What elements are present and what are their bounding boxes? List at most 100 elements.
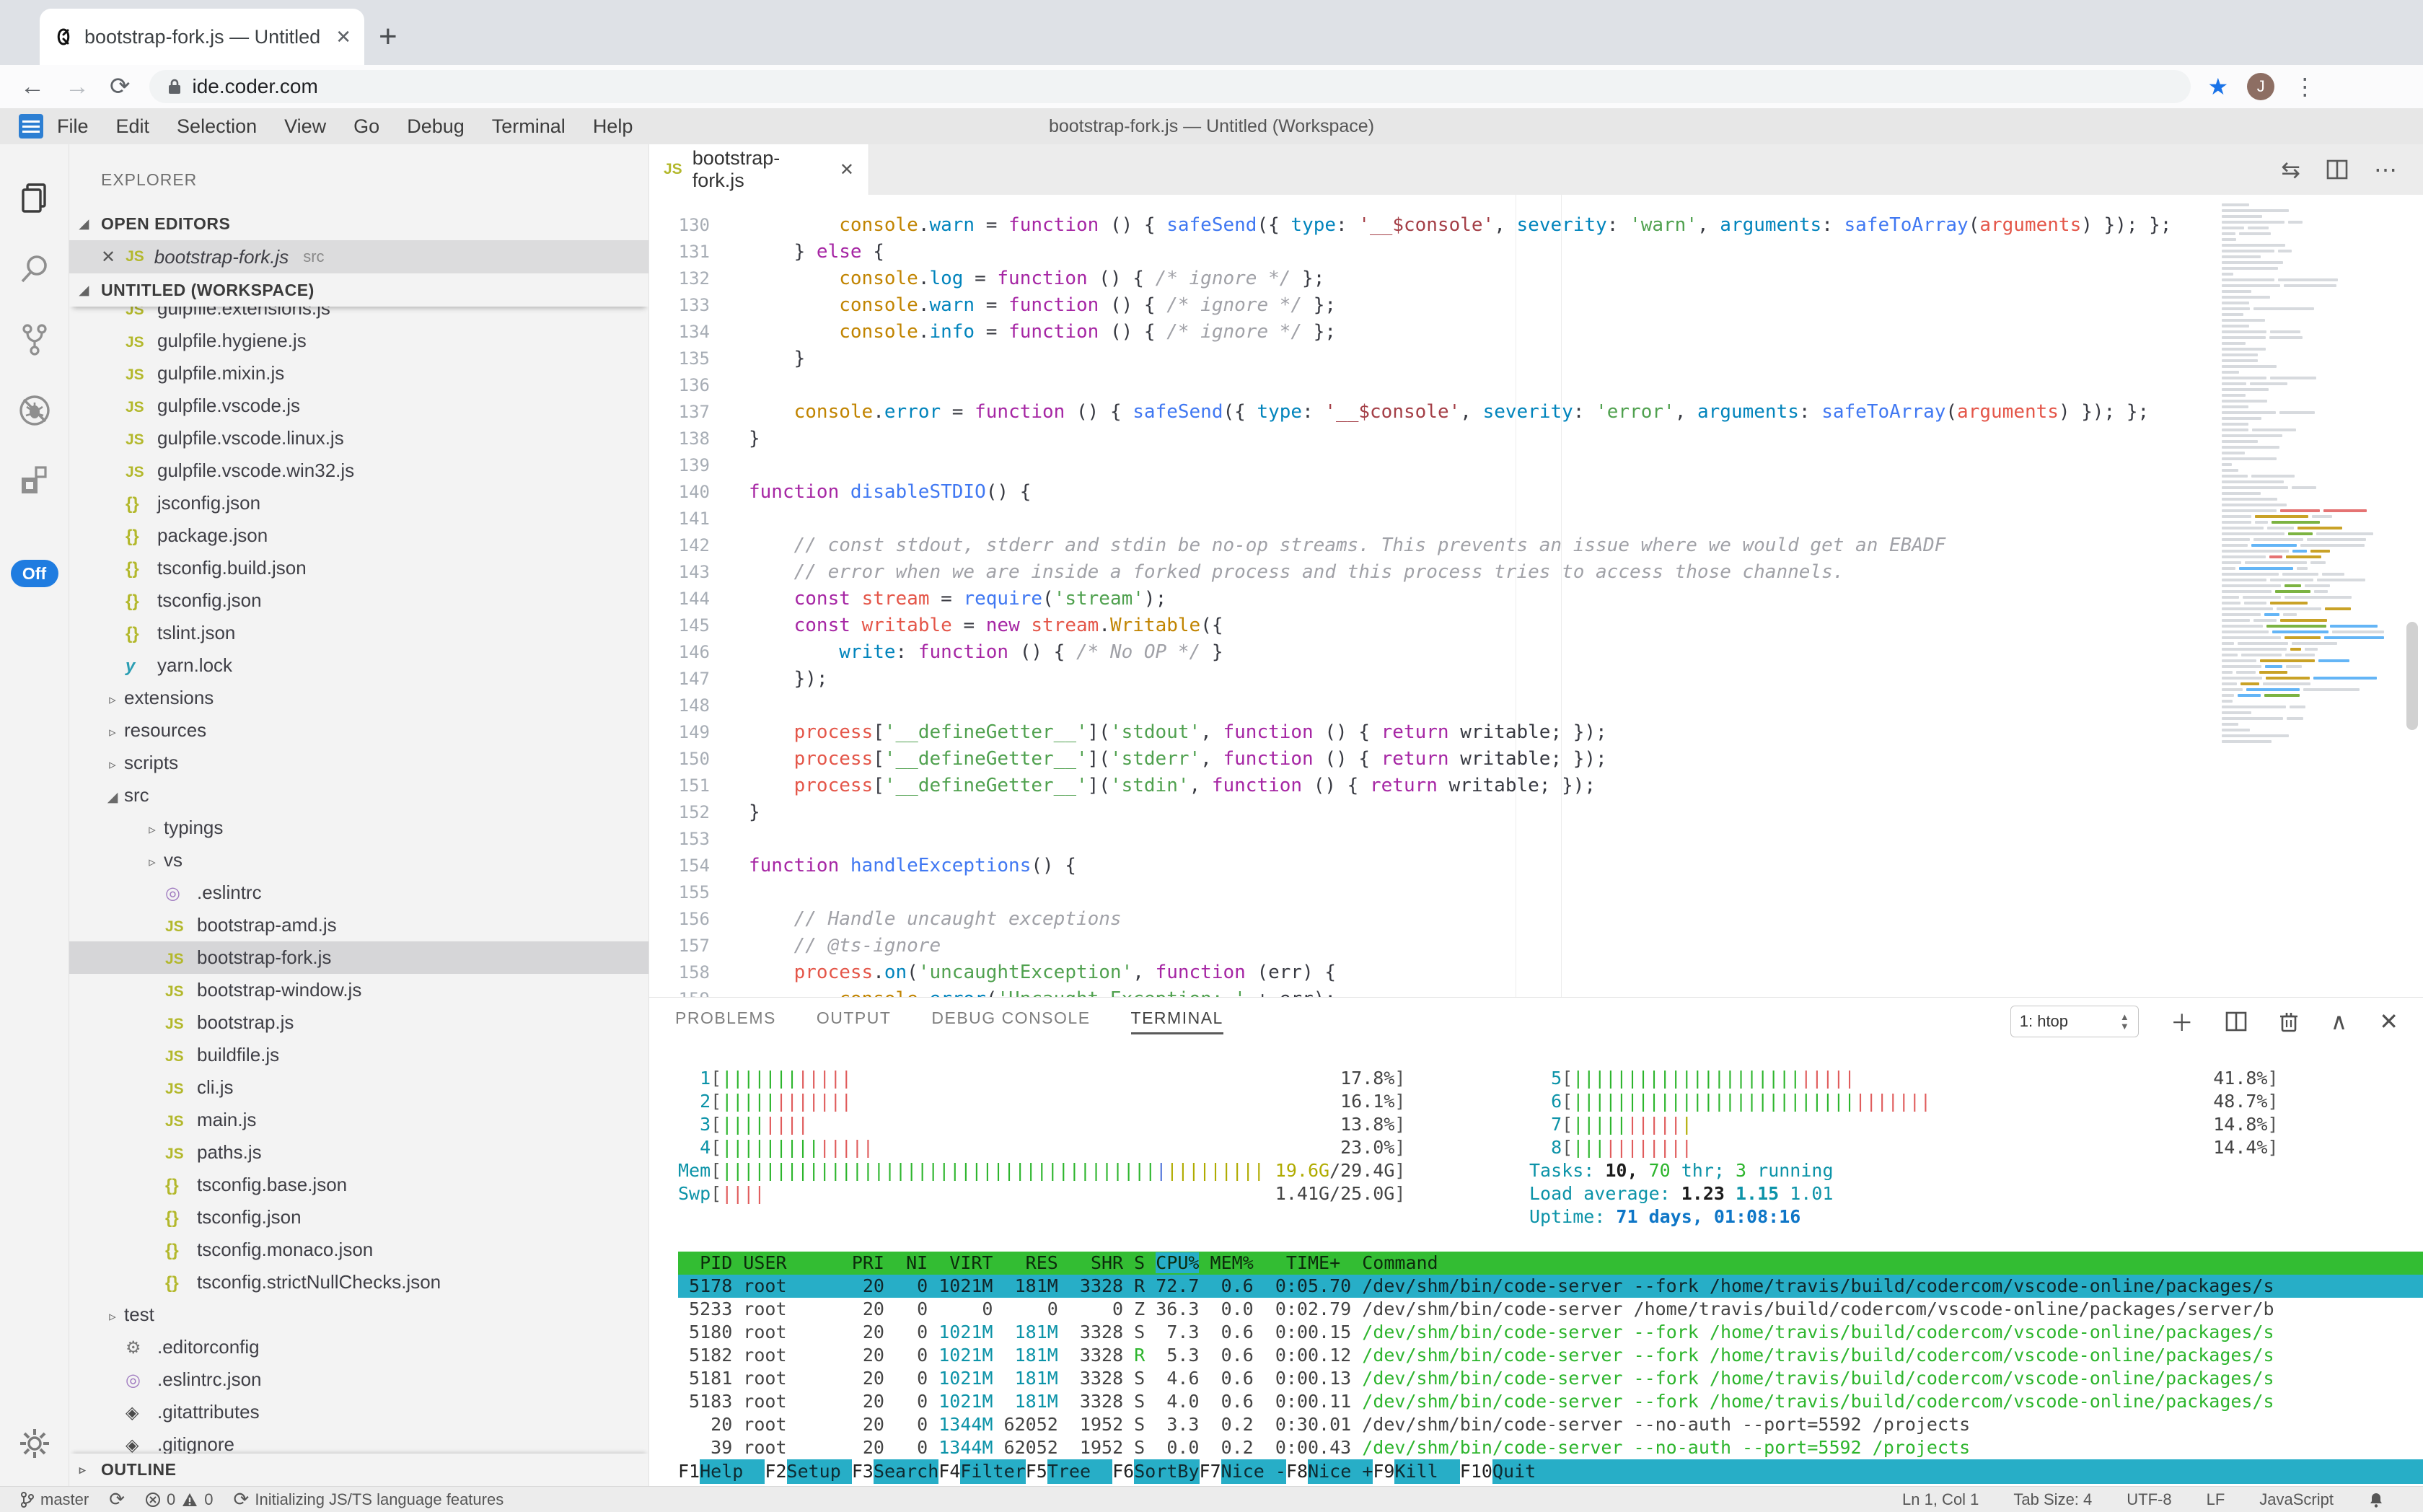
json-file-icon: {} bbox=[165, 1176, 179, 1195]
folder-row[interactable]: ◢src bbox=[69, 779, 649, 812]
tab-size[interactable]: Tab Size: 4 bbox=[2013, 1490, 2092, 1509]
close-panel-icon[interactable]: ✕ bbox=[2379, 1008, 2398, 1035]
workspace-section-header[interactable]: ◢ UNTITLED (WORKSPACE) bbox=[69, 274, 649, 307]
file-row[interactable]: JSbootstrap-fork.js bbox=[69, 941, 649, 974]
eol[interactable]: LF bbox=[2207, 1490, 2225, 1509]
folder-row[interactable]: ▹test bbox=[69, 1298, 649, 1331]
problems-status[interactable]: 0 0 bbox=[145, 1490, 214, 1509]
terminal[interactable]: 1[||||||||||||17.8%]2[||||||||||||16.1%]… bbox=[649, 1045, 2423, 1487]
menu-item-go[interactable]: Go bbox=[340, 115, 393, 138]
code-editor[interactable]: 130 console.warn = function () { safeSen… bbox=[649, 195, 2423, 997]
terminal-select[interactable]: 1: htop ▲▼ bbox=[2010, 1006, 2139, 1037]
settings-gear-icon[interactable] bbox=[18, 1427, 51, 1460]
file-row[interactable]: ◎.eslintrc.json bbox=[69, 1363, 649, 1396]
open-editor-item[interactable]: ✕ JS bootstrap-fork.js src bbox=[69, 240, 649, 273]
menu-item-file[interactable]: File bbox=[43, 115, 102, 138]
file-row[interactable]: {}package.json bbox=[69, 519, 649, 552]
file-row[interactable]: ◎.eslintrc bbox=[69, 876, 649, 909]
new-tab-button[interactable]: + bbox=[379, 19, 397, 55]
file-row[interactable]: JSgulpfile.hygiene.js bbox=[69, 325, 649, 357]
file-row[interactable]: {}tsconfig.monaco.json bbox=[69, 1234, 649, 1266]
split-editor-icon[interactable] bbox=[2326, 159, 2348, 180]
menu-item-view[interactable]: View bbox=[271, 115, 340, 138]
sync-status[interactable]: ⟳ bbox=[109, 1488, 125, 1511]
outline-section-header[interactable]: ▹ OUTLINE bbox=[69, 1454, 649, 1486]
editor-tab[interactable]: JS bootstrap-fork.js ✕ bbox=[649, 144, 869, 195]
editor-scrollbar[interactable] bbox=[2406, 622, 2418, 730]
url-bar[interactable]: ide.coder.com bbox=[149, 70, 2191, 103]
kill-terminal-trash-icon[interactable] bbox=[2279, 1010, 2299, 1033]
debug-icon[interactable] bbox=[17, 392, 53, 428]
menu-item-help[interactable]: Help bbox=[579, 115, 647, 138]
forward-icon[interactable]: → bbox=[65, 73, 89, 101]
git-branch-status[interactable]: master bbox=[20, 1490, 89, 1509]
file-row[interactable]: JSgulpfile.vscode.win32.js bbox=[69, 454, 649, 487]
file-row[interactable]: {}tslint.json bbox=[69, 617, 649, 649]
file-row[interactable]: JSbootstrap-amd.js bbox=[69, 909, 649, 941]
file-row[interactable]: JSgulpfile.vscode.js bbox=[69, 390, 649, 422]
file-row[interactable]: JSmain.js bbox=[69, 1104, 649, 1136]
explorer-icon[interactable] bbox=[17, 180, 52, 215]
add-terminal-icon[interactable]: ＋ bbox=[2171, 1005, 2194, 1038]
close-editor-icon[interactable]: ✕ bbox=[101, 247, 115, 268]
file-row[interactable]: {}tsconfig.build.json bbox=[69, 552, 649, 584]
minimap[interactable] bbox=[2222, 203, 2384, 781]
file-row[interactable]: {}tsconfig.json bbox=[69, 584, 649, 617]
panel-tab-output[interactable]: OUTPUT bbox=[817, 1008, 892, 1034]
folder-row[interactable]: ▹typings bbox=[69, 812, 649, 844]
more-actions-icon[interactable]: ⋯ bbox=[2374, 156, 2397, 183]
sidebar-explorer: EXPLORER ◢ OPEN EDITORS ✕ JS bootstrap-f… bbox=[69, 144, 649, 1486]
bookmark-star-icon[interactable]: ★ bbox=[2208, 73, 2229, 100]
file-row[interactable]: yyarn.lock bbox=[69, 649, 649, 682]
file-row[interactable]: {}jsconfig.json bbox=[69, 487, 649, 519]
search-icon[interactable] bbox=[17, 251, 52, 286]
file-row[interactable]: JSgulpfile.mixin.js bbox=[69, 357, 649, 390]
file-row[interactable]: {}tsconfig.strictNullChecks.json bbox=[69, 1266, 649, 1298]
menu-item-edit[interactable]: Edit bbox=[102, 115, 164, 138]
app-logo-icon[interactable] bbox=[19, 114, 43, 139]
notifications-bell-icon[interactable] bbox=[2368, 1491, 2384, 1508]
file-row[interactable]: {}tsconfig.json bbox=[69, 1201, 649, 1234]
file-row[interactable]: JSgulpfile.vscode.linux.js bbox=[69, 422, 649, 454]
file-name: extensions bbox=[124, 687, 214, 709]
folder-row[interactable]: ▹vs bbox=[69, 844, 649, 876]
panel-tab-terminal[interactable]: TERMINAL bbox=[1131, 1008, 1223, 1034]
file-row[interactable]: JScli.js bbox=[69, 1071, 649, 1104]
browser-menu-icon[interactable]: ⋮ bbox=[2293, 73, 2316, 100]
folder-row[interactable]: ▹resources bbox=[69, 714, 649, 747]
browser-tab-close-icon[interactable]: ✕ bbox=[335, 26, 351, 48]
panel-tab-problems[interactable]: PROBLEMS bbox=[675, 1008, 776, 1034]
reload-icon[interactable]: ⟳ bbox=[110, 72, 131, 101]
maximize-panel-icon[interactable]: ∧ bbox=[2331, 1008, 2347, 1035]
language-mode[interactable]: JavaScript bbox=[2259, 1490, 2334, 1509]
cursor-position[interactable]: Ln 1, Col 1 bbox=[1902, 1490, 1979, 1509]
open-changes-icon[interactable]: ⇆ bbox=[2281, 156, 2300, 183]
split-terminal-icon[interactable] bbox=[2225, 1011, 2247, 1032]
file-row[interactable]: JSbuildfile.js bbox=[69, 1039, 649, 1071]
back-icon[interactable]: ← bbox=[20, 73, 45, 101]
folder-row[interactable]: ▹extensions bbox=[69, 682, 649, 714]
file-row[interactable]: {}tsconfig.base.json bbox=[69, 1169, 649, 1201]
file-row[interactable]: JSbootstrap.js bbox=[69, 1006, 649, 1039]
editor-tab-close-icon[interactable]: ✕ bbox=[840, 159, 854, 180]
panel-tab-debug-console[interactable]: DEBUG CONSOLE bbox=[931, 1008, 1090, 1034]
open-editors-header[interactable]: ◢ OPEN EDITORS bbox=[69, 208, 649, 240]
file-row[interactable]: JSpaths.js bbox=[69, 1136, 649, 1169]
source-control-icon[interactable] bbox=[17, 322, 52, 356]
encoding[interactable]: UTF-8 bbox=[2127, 1490, 2171, 1509]
file-row[interactable]: JSgulpfile.extensions.js bbox=[69, 307, 649, 325]
coder-off-toggle[interactable]: Off bbox=[11, 560, 58, 587]
code-line: 159 console.error('Uncaught Exception: '… bbox=[649, 986, 2171, 997]
file-row[interactable]: JSbootstrap-window.js bbox=[69, 974, 649, 1006]
menu-item-terminal[interactable]: Terminal bbox=[478, 115, 579, 138]
avatar[interactable]: J bbox=[2247, 73, 2274, 100]
js-file-icon: JS bbox=[165, 983, 184, 1000]
extensions-icon[interactable] bbox=[17, 463, 52, 498]
menu-item-debug[interactable]: Debug bbox=[393, 115, 478, 138]
file-row[interactable]: ◈.gitattributes bbox=[69, 1396, 649, 1428]
folder-row[interactable]: ▹scripts bbox=[69, 747, 649, 779]
browser-tab[interactable]: bootstrap-fork.js — Untitled (W ✕ bbox=[40, 9, 364, 65]
file-row[interactable]: ⚙.editorconfig bbox=[69, 1331, 649, 1363]
gear-file-icon: ⚙ bbox=[126, 1338, 141, 1358]
menu-item-selection[interactable]: Selection bbox=[163, 115, 271, 138]
